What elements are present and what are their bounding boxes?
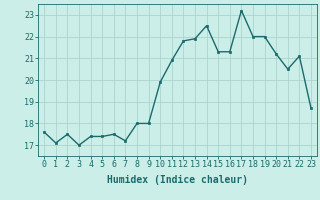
X-axis label: Humidex (Indice chaleur): Humidex (Indice chaleur) — [107, 175, 248, 185]
